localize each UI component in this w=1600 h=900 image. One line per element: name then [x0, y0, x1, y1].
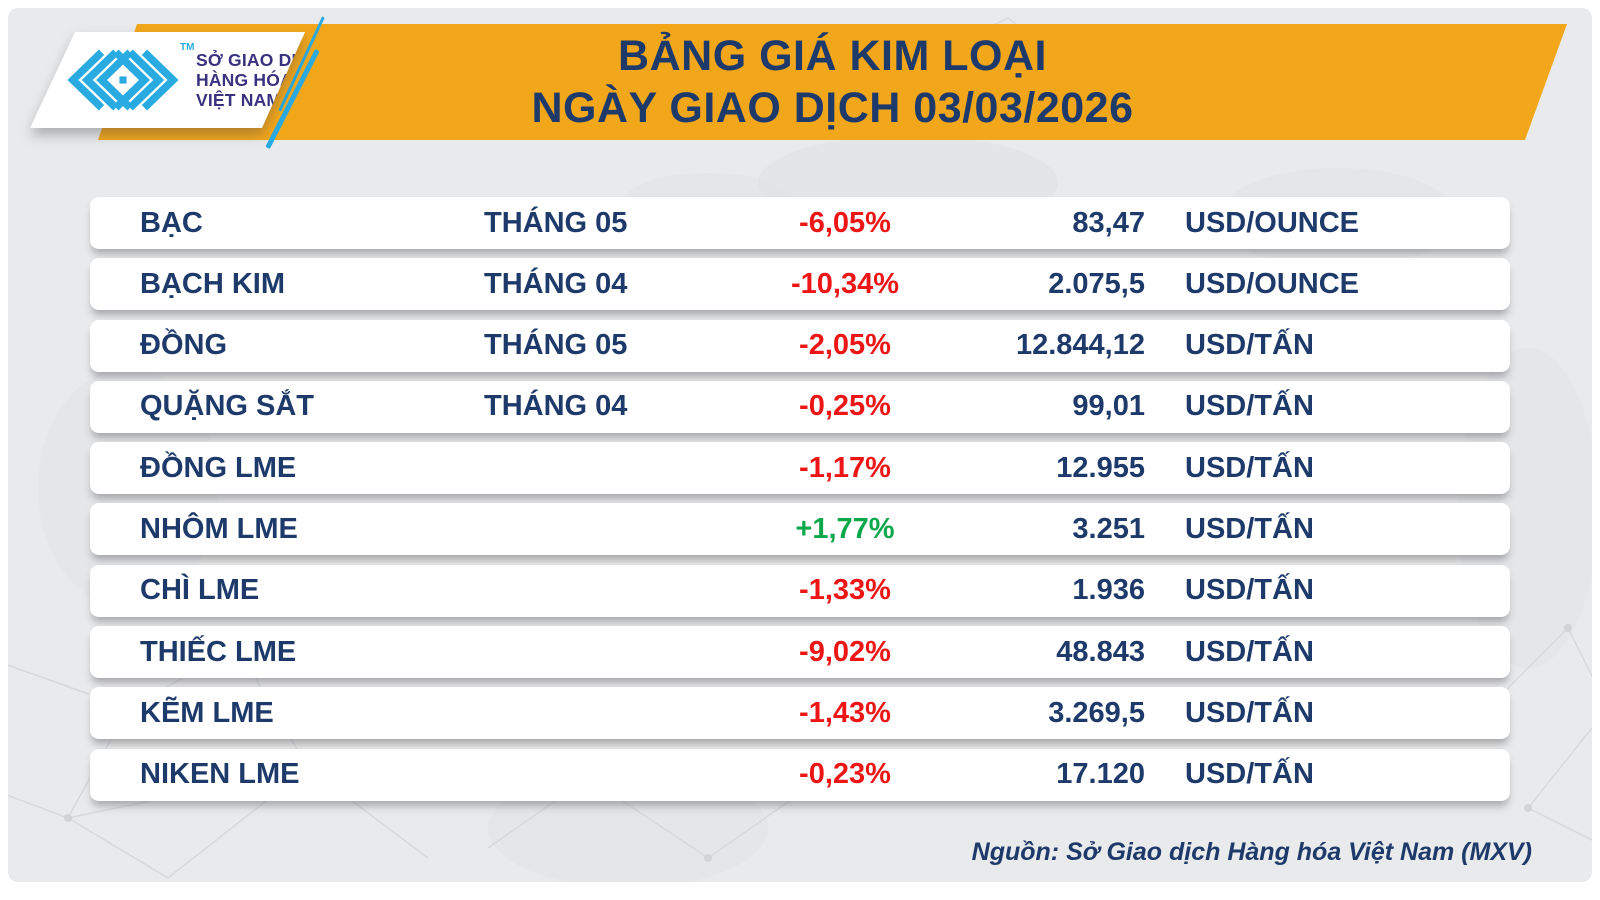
price-value: 48.843	[1056, 635, 1145, 668]
price-unit: USD/OUNCE	[1185, 267, 1360, 300]
price-table: BẠC THÁNG 05 -6,05% 83,47 USD/OUNCE BẠCH…	[90, 197, 1510, 810]
price-unit: USD/TẤN	[1185, 758, 1314, 791]
exchange-name-line2: HÀNG HÓA	[196, 70, 293, 90]
price-value: 17.120	[1056, 758, 1145, 791]
mxv-logo-icon	[64, 45, 182, 115]
table-row: NHÔM LME +1,77% 3.251 USD/TẤN	[90, 503, 1510, 556]
title-banner: BẢNG GIÁ KIM LOẠI NGÀY GIAO DỊCH 03/03/2…	[98, 24, 1567, 140]
logo-plate-bg: TM SỞ GIAO DỊCH HÀNG HÓA VIỆT NAM	[30, 32, 305, 128]
price-unit: USD/TẤN	[1185, 696, 1314, 729]
change-percent: -0,23%	[799, 758, 891, 791]
price-value: 12.844,12	[1015, 329, 1145, 362]
commodity-name: ĐỒNG	[140, 329, 227, 362]
price-value: 3.269,5	[1048, 696, 1145, 729]
commodity-name: KẼM LME	[140, 696, 274, 729]
change-percent: -10,34%	[790, 267, 899, 300]
contract-month: THÁNG 05	[484, 329, 628, 362]
change-percent: -6,05%	[799, 206, 891, 239]
commodity-name: BẠC	[140, 206, 203, 239]
commodity-name: QUẶNG SẮT	[140, 390, 314, 423]
page-title-line1: BẢNG GIÁ KIM LOẠI	[618, 32, 1047, 80]
commodity-name: NHÔM LME	[140, 512, 298, 545]
trademark-label: TM	[180, 42, 195, 53]
price-unit: USD/TẤN	[1185, 512, 1314, 545]
contract-month: THÁNG 04	[484, 390, 628, 423]
table-row: BẠCH KIM THÁNG 04 -10,34% 2.075,5 USD/OU…	[90, 258, 1510, 311]
page-title-line2: NGÀY GIAO DỊCH 03/03/2026	[531, 84, 1134, 132]
exchange-name: SỞ GIAO DỊCH HÀNG HÓA VIỆT NAM	[196, 50, 322, 110]
commodity-name: CHÌ LME	[140, 574, 260, 607]
table-row: KẼM LME -1,43% 3.269,5 USD/TẤN	[90, 687, 1510, 740]
change-percent: -0,25%	[799, 390, 891, 423]
commodity-name: NIKEN LME	[140, 758, 300, 791]
price-value: 2.075,5	[1048, 267, 1145, 300]
price-unit: USD/TẤN	[1185, 574, 1314, 607]
change-percent: -1,17%	[799, 451, 891, 484]
change-percent: -1,33%	[799, 574, 891, 607]
source-note: Nguồn: Sở Giao dịch Hàng hóa Việt Nam (M…	[971, 838, 1532, 866]
price-unit: USD/OUNCE	[1185, 206, 1360, 239]
table-row: BẠC THÁNG 05 -6,05% 83,47 USD/OUNCE	[90, 197, 1510, 249]
commodity-name: ĐỒNG LME	[140, 451, 297, 484]
change-percent: -1,43%	[799, 696, 891, 729]
contract-month: THÁNG 05	[484, 206, 628, 239]
gray-canvas: BẢNG GIÁ KIM LOẠI NGÀY GIAO DỊCH 03/03/2…	[8, 8, 1592, 882]
price-value: 99,01	[1072, 390, 1145, 423]
price-unit: USD/TẤN	[1185, 635, 1314, 668]
price-unit: USD/TẤN	[1185, 329, 1314, 362]
change-percent: -2,05%	[799, 329, 891, 362]
commodity-name: BẠCH KIM	[140, 267, 285, 300]
change-percent: +1,77%	[795, 512, 895, 545]
exchange-name-line1: SỞ GIAO DỊCH	[196, 50, 323, 70]
table-row: ĐỒNG LME -1,17% 12.955 USD/TẤN	[90, 442, 1510, 495]
price-value: 3.251	[1072, 512, 1145, 545]
price-value: 12.955	[1056, 451, 1145, 484]
price-unit: USD/TẤN	[1185, 390, 1314, 423]
exchange-name-line3: VIỆT NAM	[196, 90, 282, 110]
table-row: THIẾC LME -9,02% 48.843 USD/TẤN	[90, 626, 1510, 679]
logo-plate: TM SỞ GIAO DỊCH HÀNG HÓA VIỆT NAM	[30, 32, 305, 128]
contract-month: THÁNG 04	[484, 267, 628, 300]
price-value: 83,47	[1072, 206, 1145, 239]
table-row: ĐỒNG THÁNG 05 -2,05% 12.844,12 USD/TẤN	[90, 319, 1510, 372]
table-row: CHÌ LME -1,33% 1.936 USD/TẤN	[90, 564, 1510, 617]
price-value: 1.936	[1072, 574, 1145, 607]
commodity-name: THIẾC LME	[140, 635, 297, 668]
table-row: NIKEN LME -0,23% 17.120 USD/TẤN	[90, 748, 1510, 801]
table-row: QUẶNG SẮT THÁNG 04 -0,25% 99,01 USD/TẤN	[90, 380, 1510, 433]
change-percent: -9,02%	[799, 635, 891, 668]
price-unit: USD/TẤN	[1185, 451, 1314, 484]
